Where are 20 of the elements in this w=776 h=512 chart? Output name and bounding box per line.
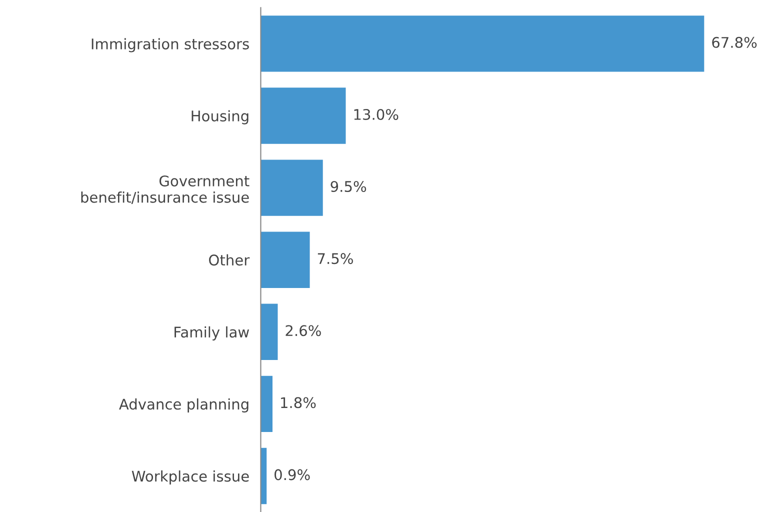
bar bbox=[260, 88, 346, 144]
y-tick-label: Other bbox=[209, 254, 250, 266]
y-tick-label: Housing bbox=[192, 110, 248, 124]
y-tick-label: Government benefit/insurance issue bbox=[81, 175, 250, 204]
bar bbox=[260, 376, 273, 432]
data-label: 13.0% bbox=[354, 108, 398, 120]
bar bbox=[260, 160, 323, 216]
data-label: 2.6% bbox=[286, 325, 321, 336]
data-label: 7.5% bbox=[318, 253, 353, 264]
data-label: 1.8% bbox=[281, 397, 316, 408]
data-label: 67.8% bbox=[712, 36, 757, 48]
y-tick-label: Advance planning bbox=[119, 398, 248, 413]
data-label: 9.5% bbox=[330, 180, 366, 192]
y-tick-label: Workplace issue bbox=[132, 470, 249, 485]
y-tick-label: Family law bbox=[174, 326, 250, 340]
y-tick-label: Immigration stressors bbox=[92, 38, 249, 52]
bar bbox=[260, 304, 278, 360]
data-label: 0.9% bbox=[274, 469, 310, 480]
bar bbox=[260, 232, 310, 288]
bar bbox=[260, 16, 704, 72]
